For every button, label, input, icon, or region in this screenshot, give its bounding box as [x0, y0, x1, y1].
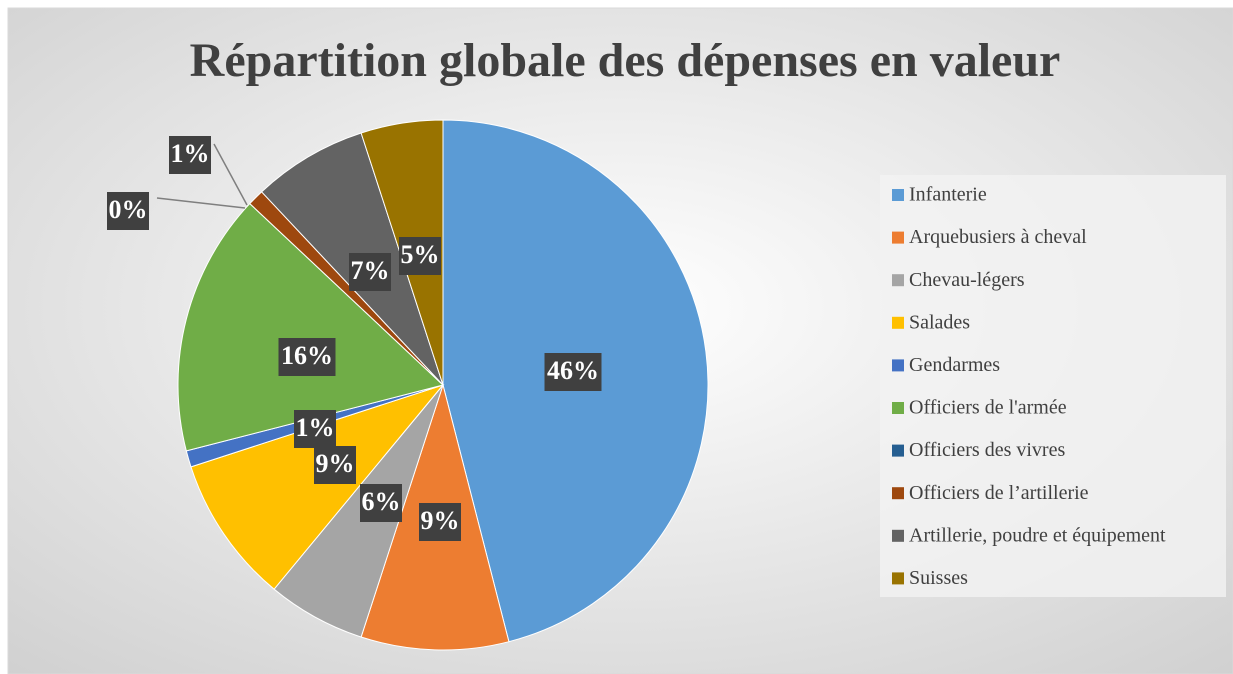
data-label: 7% — [351, 256, 390, 285]
chart-title: Répartition globale des dépenses en vale… — [190, 34, 1061, 87]
legend-swatch — [892, 529, 904, 542]
pie-slice — [190, 383, 445, 590]
pie-slice — [177, 202, 445, 452]
data-label-box — [278, 338, 336, 376]
leader-line — [213, 143, 248, 206]
data-label: 16% — [281, 341, 333, 370]
data-label: 1% — [296, 413, 335, 442]
legend-label: Chevau-légers — [909, 269, 1025, 291]
data-label-box — [349, 253, 391, 291]
data-label: 9% — [316, 449, 355, 478]
data-label: 1% — [171, 139, 210, 168]
legend-label: Salades — [909, 311, 970, 333]
data-label-box — [107, 192, 149, 230]
legend-swatch — [892, 231, 904, 244]
data-label: 9% — [421, 506, 460, 535]
leader-line — [156, 197, 246, 209]
legend-box — [880, 175, 1226, 597]
legend-label: Arquebusiers à cheval — [909, 226, 1087, 248]
data-label: 6% — [362, 487, 401, 516]
data-label: 0% — [109, 195, 148, 224]
data-label-box — [314, 446, 356, 484]
data-label: 46% — [547, 356, 599, 385]
legend-swatch — [892, 487, 904, 500]
legend-label: Infanterie — [909, 184, 987, 206]
data-label-box — [294, 410, 336, 448]
legend-swatch — [892, 444, 904, 457]
legend-label: Officiers de l’artillerie — [909, 482, 1089, 504]
legend-label: Officiers de l'armée — [909, 397, 1067, 419]
data-label-box — [544, 353, 602, 391]
data-label-box — [399, 237, 441, 275]
data-label: 5% — [401, 240, 440, 269]
legend-label: Gendarmes — [909, 354, 1000, 376]
legend-swatch — [892, 572, 904, 585]
legend-swatch — [892, 402, 904, 414]
legend-swatch — [892, 189, 904, 201]
legend-swatch — [892, 359, 904, 372]
legend-label: Suisses — [909, 567, 968, 589]
data-label-box — [360, 484, 402, 522]
legend-label: Artillerie, poudre et équipement — [909, 524, 1166, 546]
legend-swatch — [892, 274, 904, 287]
data-label-box — [419, 503, 461, 541]
legend-swatch — [892, 316, 904, 329]
data-label-box — [169, 136, 211, 174]
legend-label: Officiers des vivres — [909, 439, 1065, 461]
